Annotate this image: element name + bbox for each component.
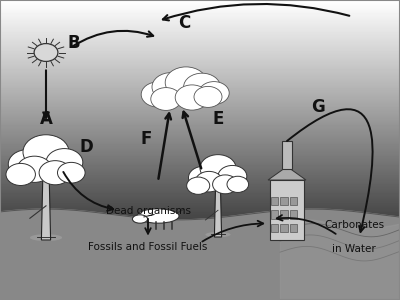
Polygon shape [280,210,288,219]
Circle shape [195,171,223,192]
Circle shape [34,44,58,62]
Circle shape [194,86,222,107]
Circle shape [17,156,52,182]
Circle shape [165,67,207,98]
Circle shape [184,73,220,101]
Polygon shape [290,210,297,219]
Text: F: F [140,130,152,148]
Ellipse shape [30,234,62,241]
Text: in Water: in Water [332,244,376,254]
Text: Carbonates: Carbonates [324,220,384,230]
Text: Dead organisms: Dead organisms [106,206,190,217]
Circle shape [151,88,181,110]
Polygon shape [280,224,288,232]
Circle shape [227,176,249,193]
Ellipse shape [132,215,148,223]
Polygon shape [280,197,288,205]
Circle shape [218,165,247,187]
Polygon shape [290,197,297,205]
Polygon shape [270,180,304,240]
Polygon shape [42,178,50,240]
Text: G: G [311,98,325,116]
Polygon shape [271,197,278,205]
Ellipse shape [206,232,231,237]
Circle shape [175,85,209,110]
Text: B: B [68,34,80,52]
Circle shape [23,135,69,169]
Circle shape [39,160,71,185]
Text: C: C [178,14,190,32]
Polygon shape [271,224,278,232]
Circle shape [200,155,236,182]
Circle shape [6,164,36,185]
Polygon shape [282,141,292,170]
Circle shape [8,150,47,178]
Text: A: A [40,110,52,128]
Text: D: D [79,138,93,156]
Circle shape [213,175,238,194]
Text: Fossils and Fossil Fuels: Fossils and Fossil Fuels [88,242,208,253]
Circle shape [188,166,219,189]
Polygon shape [268,167,306,180]
Polygon shape [271,210,278,219]
Circle shape [58,162,85,183]
Polygon shape [290,224,297,232]
FancyArrowPatch shape [287,109,372,232]
Text: E: E [212,110,224,128]
Circle shape [199,82,229,104]
Circle shape [152,73,190,101]
Circle shape [141,82,175,107]
Polygon shape [214,188,222,237]
Ellipse shape [137,209,179,223]
Circle shape [187,177,210,194]
Circle shape [46,148,83,176]
